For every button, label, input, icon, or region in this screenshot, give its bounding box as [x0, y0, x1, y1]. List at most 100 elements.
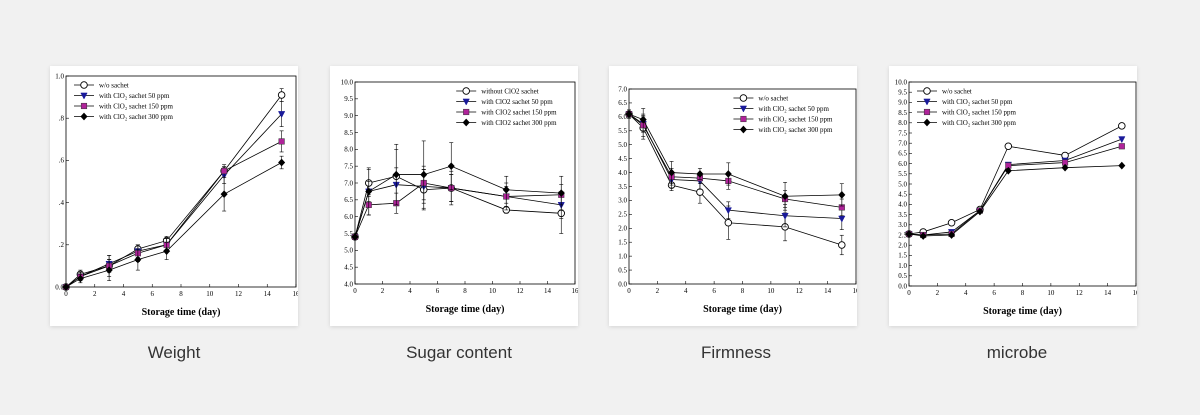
y-tick-label: 3.5 — [898, 211, 907, 219]
x-tick-label: 16 — [1133, 289, 1138, 297]
y-tick-label: 4.5 — [344, 263, 353, 271]
data-point — [724, 218, 733, 227]
x-tick-label: 6 — [151, 290, 155, 298]
x-tick-label: 4 — [964, 289, 968, 297]
legend-label: with ClO₂ sachet 150 ppm — [99, 102, 174, 110]
data-point — [105, 266, 113, 274]
data-point — [781, 212, 789, 220]
y-tick-label: 10.0 — [895, 78, 908, 86]
legend-marker — [739, 105, 748, 113]
legend-marker — [740, 115, 747, 123]
x-tick-label: 0 — [627, 287, 631, 295]
y-tick-label: 6.5 — [344, 196, 353, 204]
data-point — [668, 168, 676, 177]
x-axis-title: Storage time (day) — [426, 304, 505, 315]
y-tick-label: 2.5 — [618, 211, 627, 219]
legend-label: with ClO₂ sachet 150 ppm — [758, 115, 833, 123]
legend-label: with ClO₂ sachet 50 ppm — [942, 98, 1013, 106]
x-tick-label: 6 — [436, 287, 440, 295]
legend-label: with ClO₂ sachet 300 ppm — [758, 126, 833, 134]
series-3 — [351, 165, 565, 240]
x-tick-label: 6 — [712, 287, 716, 295]
legend-label: w/o sachet — [99, 81, 129, 89]
data-point — [447, 162, 455, 171]
y-tick-label: 2.0 — [898, 242, 907, 250]
weight-caption: Weight — [147, 343, 201, 362]
x-axis-title: Storage time (day) — [142, 307, 221, 318]
x-axis-title: Storage time (day) — [983, 306, 1062, 317]
legend-marker — [923, 98, 931, 106]
x-tick-label: 0 — [353, 287, 357, 295]
series-line — [908, 125, 1122, 235]
x-tick-label: 10 — [206, 290, 214, 298]
y-tick-label: .4 — [59, 199, 65, 207]
data-point — [781, 192, 789, 201]
legend-marker — [80, 102, 88, 110]
weight-chart-panel: 0.0 .2 .4 .6 .8 1.0 0 2 4 6 8 10 12 14 16 Storage time … — [50, 66, 298, 326]
y-tick-label: 5.5 — [344, 230, 353, 238]
series-line — [354, 184, 562, 237]
y-tick-label: 8.5 — [898, 109, 907, 117]
y-tick-label: .8 — [59, 115, 65, 123]
y-tick-label: 0.0 — [55, 283, 64, 291]
x-tick-label: 6 — [992, 289, 996, 297]
data-point — [976, 207, 984, 216]
firmness-chart-panel: 0.0 0.5 1.0 1.5 2.0 2.5 3.0 3.5 4.0 4.5 5.0 5.5 6.0 6… — [609, 66, 857, 326]
data-point — [163, 247, 171, 255]
legend-marker — [462, 98, 470, 106]
series-line — [354, 165, 562, 237]
y-tick-label: 1.0 — [55, 72, 64, 80]
x-tick-label: 2 — [93, 290, 97, 298]
y-tick-label: 1.5 — [618, 239, 627, 247]
x-tick-label: 12 — [796, 287, 804, 295]
y-tick-label: 8.5 — [344, 129, 353, 137]
y-tick-label: 3.0 — [618, 197, 627, 205]
y-tick-label: 4.5 — [898, 191, 907, 199]
data-point — [76, 274, 84, 283]
data-point — [639, 115, 647, 124]
x-tick-label: 4 — [684, 287, 688, 295]
series-line — [908, 145, 1122, 236]
legend-label: with ClO₂ sachet 50 ppm — [758, 105, 829, 113]
data-point — [905, 230, 913, 238]
data-point — [838, 215, 846, 223]
microbe-chart: 0.0 0.5 1.0 1.5 2.0 2.5 3.0 3.5 4.0 4.5 5.0 5.5 6.0 6… — [895, 78, 1138, 317]
data-point — [1118, 122, 1126, 130]
x-tick-label: 14 — [544, 287, 552, 295]
legend-marker — [739, 94, 748, 102]
x-tick-label: 10 — [489, 287, 497, 295]
series-1 — [905, 122, 1126, 238]
x-tick-label: 0 — [64, 290, 68, 298]
data-point — [1004, 142, 1013, 151]
y-tick-label: 1.0 — [898, 262, 907, 270]
legend-label: w/o sachet — [758, 94, 788, 102]
y-tick-label: 7.5 — [344, 162, 353, 170]
data-point — [947, 219, 956, 227]
x-tick-label: 16 — [853, 287, 858, 295]
series-2 — [62, 101, 286, 292]
data-point — [1118, 136, 1126, 144]
y-tick-label: 9.0 — [898, 99, 907, 107]
series-line — [908, 165, 1122, 237]
sugar-content-caption: Sugar content — [406, 343, 512, 362]
y-tick-label: 6.0 — [344, 213, 353, 221]
x-tick-label: 14 — [264, 290, 272, 298]
x-tick-label: 8 — [463, 287, 467, 295]
y-tick-label: 5.0 — [344, 247, 353, 255]
data-point — [696, 188, 704, 196]
legend-label: with ClO₂ sachet 300 ppm — [99, 113, 174, 121]
legend-label: w/o sachet — [942, 87, 972, 95]
legend-marker — [80, 81, 88, 89]
data-point — [134, 255, 142, 264]
legend-marker — [463, 108, 470, 116]
y-tick-label: 5.5 — [898, 170, 907, 178]
weight-chart: 0.0 .2 .4 .6 .8 1.0 0 2 4 6 8 10 12 14 16 Storage time … — [55, 72, 298, 318]
y-tick-label: 0.5 — [618, 266, 627, 274]
y-tick-label: 7.0 — [344, 179, 353, 187]
series-line — [65, 113, 282, 288]
series-line — [65, 141, 282, 288]
data-point — [724, 170, 732, 178]
series-3 — [62, 130, 285, 291]
y-tick-label: 0.0 — [618, 280, 627, 288]
y-tick-label: 7.0 — [618, 85, 627, 93]
